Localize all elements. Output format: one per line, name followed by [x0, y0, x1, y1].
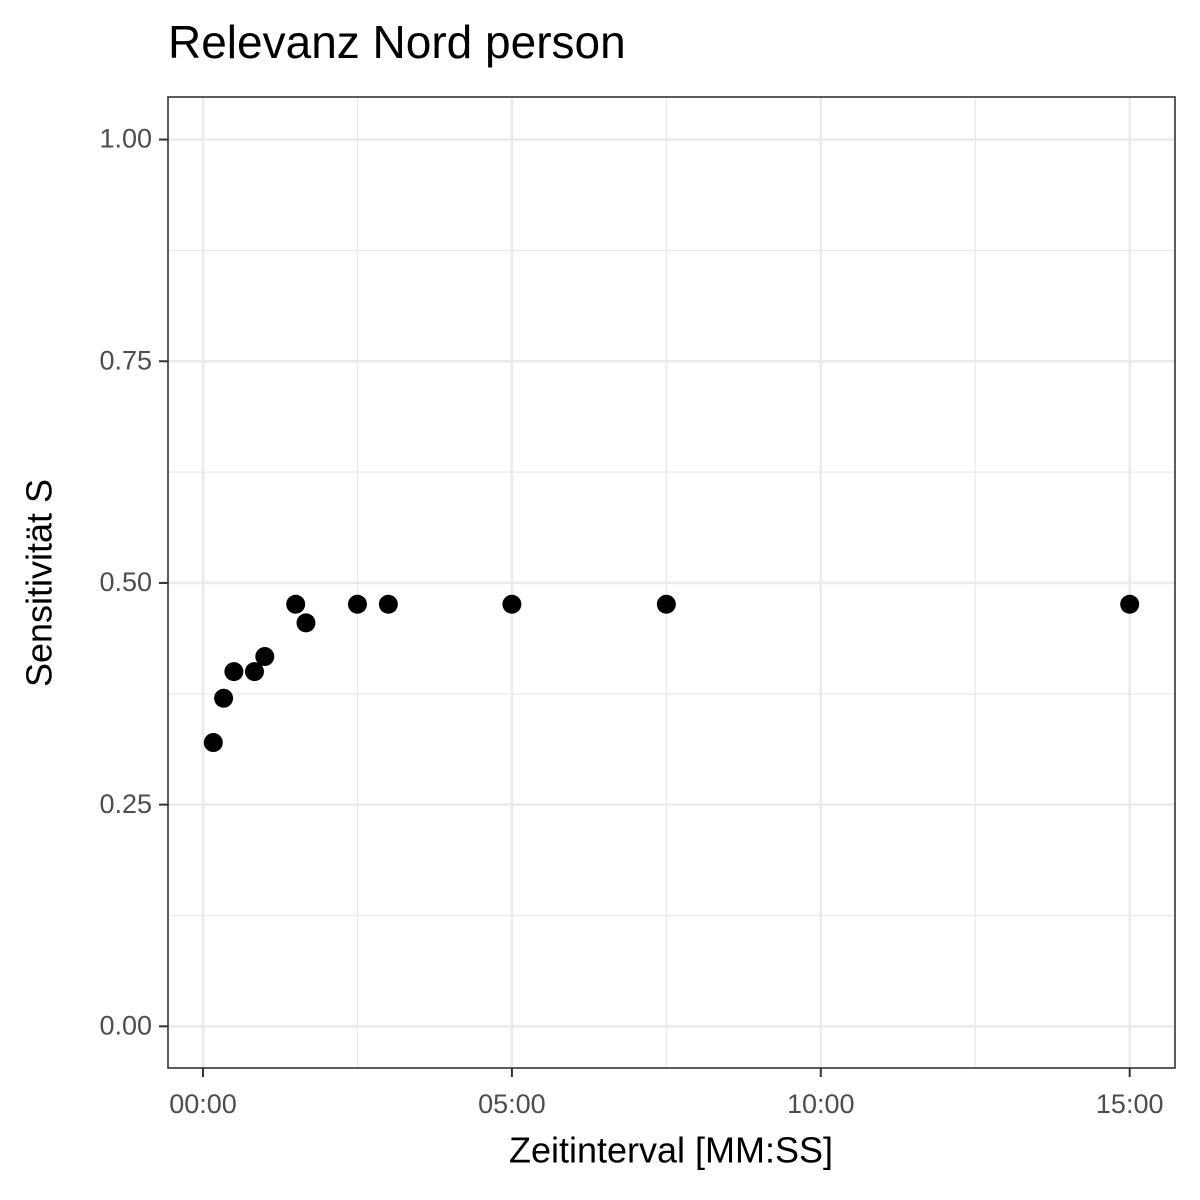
point	[255, 647, 275, 667]
point	[244, 662, 264, 682]
x-tick-label: 00:00	[169, 1089, 237, 1119]
point	[286, 594, 306, 614]
point	[378, 594, 398, 614]
point	[224, 662, 244, 682]
point	[347, 594, 367, 614]
y-tick-label: 0.50	[99, 567, 152, 597]
point	[1120, 594, 1140, 614]
chart-title: Relevanz Nord person	[168, 16, 626, 68]
x-tick-label: 15:00	[1096, 1089, 1164, 1119]
y-tick-label: 0.00	[99, 1010, 152, 1040]
y-tick-label: 1.00	[99, 124, 152, 154]
x-tick-label: 10:00	[787, 1089, 855, 1119]
point	[656, 594, 676, 614]
point	[296, 613, 316, 633]
x-tick-label: 05:00	[478, 1089, 546, 1119]
point	[203, 733, 223, 753]
y-tick-label: 0.25	[99, 789, 152, 819]
y-axis-title: Sensitivität S	[19, 479, 60, 687]
point	[214, 688, 234, 708]
x-axis-title: Zeitinterval [MM:SS]	[509, 1130, 833, 1171]
plot-border	[167, 96, 1176, 1069]
y-tick-label: 0.75	[99, 345, 152, 375]
point	[502, 594, 522, 614]
